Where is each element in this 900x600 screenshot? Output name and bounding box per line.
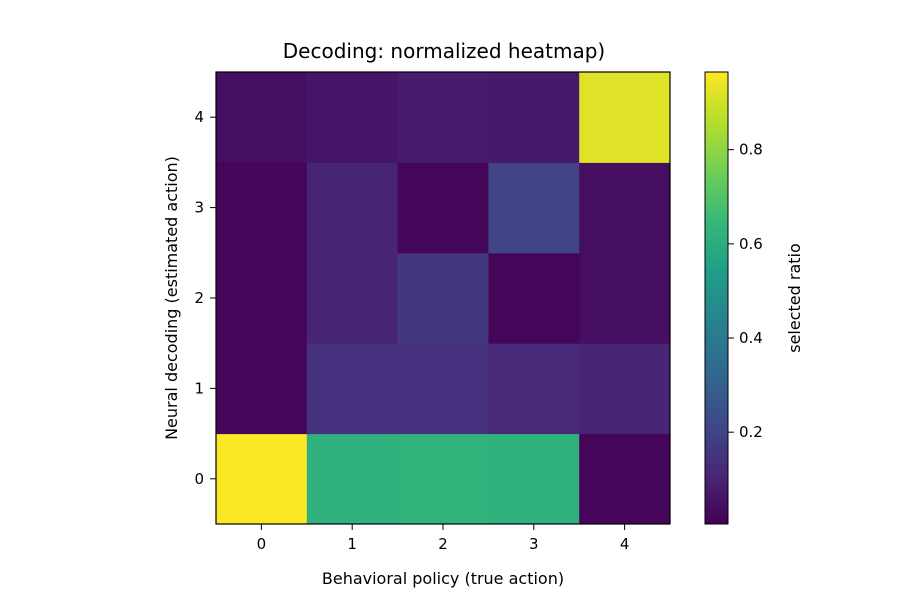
x-tick-label: 1 xyxy=(347,535,357,553)
chart-title: Decoding: normalized heatmap) xyxy=(283,39,605,63)
heatmap-cell xyxy=(216,433,308,525)
heatmap-cell xyxy=(488,162,580,254)
heatmap-cell xyxy=(397,343,489,435)
x-tick-label: 3 xyxy=(529,535,539,553)
colorbar-tick-label: 0.6 xyxy=(739,235,763,253)
heatmap-cell xyxy=(579,252,671,344)
heatmap-cell xyxy=(216,343,308,435)
colorbar-tick-label: 0.2 xyxy=(739,423,763,441)
heatmap-cell xyxy=(306,252,399,344)
y-tick-label: 4 xyxy=(194,108,204,126)
x-tick-label: 0 xyxy=(257,535,267,553)
y-tick-label: 2 xyxy=(194,289,204,307)
heatmap-cell xyxy=(306,162,399,254)
heatmap-cell xyxy=(216,72,308,163)
colorbar-tick-label: 0.4 xyxy=(739,329,763,347)
heatmap-cell xyxy=(579,343,671,435)
heatmap-cell xyxy=(306,433,399,525)
y-axis: 0 1 2 3 4 xyxy=(194,108,216,488)
heatmap-cell xyxy=(216,162,308,254)
colorbar-label: selected ratio xyxy=(785,243,804,353)
heatmap-cell xyxy=(397,162,489,254)
heatmap-cell xyxy=(306,343,399,435)
x-tick-label: 2 xyxy=(438,535,448,553)
y-tick-label: 0 xyxy=(194,470,204,488)
heatmap-cell xyxy=(306,72,399,163)
heatmap-cell xyxy=(579,433,671,525)
heatmap-cell xyxy=(579,162,671,254)
x-axis-label: Behavioral policy (true action) xyxy=(322,569,564,588)
heatmap-cell xyxy=(488,252,580,344)
heatmap-cell xyxy=(397,433,489,525)
x-tick-label: 4 xyxy=(620,535,630,553)
heatmap-cell xyxy=(216,252,308,344)
y-tick-label: 1 xyxy=(194,379,204,397)
colorbar xyxy=(704,71,729,525)
colorbar-tick-label: 0.8 xyxy=(739,141,763,159)
x-axis: 0 1 2 3 4 xyxy=(257,524,630,553)
y-tick-label: 3 xyxy=(194,199,204,217)
y-axis-label: Neural decoding (estimated action) xyxy=(162,156,181,440)
heatmap-cell xyxy=(397,72,489,163)
heatmap-cell xyxy=(579,72,671,163)
heatmap-cells xyxy=(216,72,671,525)
heatmap-cell xyxy=(488,433,580,525)
heatmap-cell xyxy=(488,343,580,435)
heatmap-cell xyxy=(397,252,489,344)
colorbar-ticks: 0.2 0.4 0.6 0.8 xyxy=(728,141,763,441)
heatmap-cell xyxy=(488,72,580,163)
